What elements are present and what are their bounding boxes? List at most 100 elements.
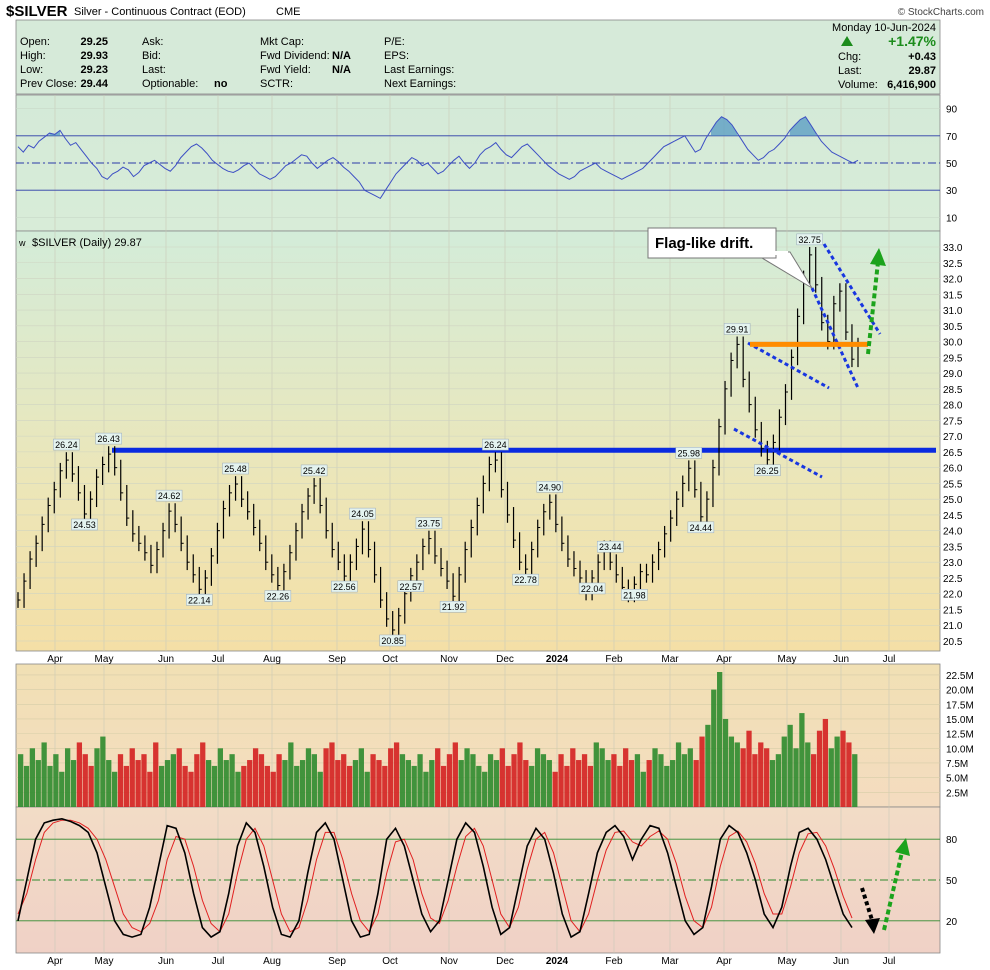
volume-bar <box>88 765 94 807</box>
price-label-text: 23.75 <box>418 519 441 529</box>
month-label: May <box>95 956 114 967</box>
volume-bar <box>82 754 88 807</box>
volume-bar <box>41 742 47 807</box>
volume-bar <box>634 754 641 807</box>
legend-icon: w <box>18 238 26 248</box>
volume-bar <box>728 736 735 807</box>
volume-bar <box>317 771 323 807</box>
price-label-box <box>300 464 328 477</box>
price-label: 24.53 <box>71 518 98 531</box>
down-arrow-icon <box>865 918 880 934</box>
volume-bar <box>464 748 470 807</box>
volume-bar <box>576 760 582 807</box>
volume-bar <box>29 748 36 807</box>
volume-bar <box>558 754 564 807</box>
price-label-box <box>723 323 751 335</box>
volume-bar <box>699 736 705 807</box>
volume-bar <box>564 765 570 807</box>
volume-bar <box>852 754 858 807</box>
volume-bar <box>141 754 147 807</box>
up-triangle-icon <box>841 36 853 46</box>
volume-bar <box>670 760 676 807</box>
price-label: 21.98 <box>621 589 648 601</box>
price-label: 25.42 <box>300 464 328 477</box>
quote-value: 29.44 <box>80 78 108 90</box>
up-arrow-line <box>882 851 904 931</box>
month-label: May <box>95 654 114 665</box>
month-label: Sep <box>328 654 346 665</box>
quote-label: Fwd Yield: <box>260 64 311 76</box>
volume-bar <box>605 760 611 807</box>
month-label: Mar <box>661 956 679 967</box>
price-tick-label: 23.5 <box>943 542 963 553</box>
volume-bar <box>429 760 435 807</box>
volume-bar <box>423 771 429 807</box>
volume-bar <box>805 742 811 807</box>
volume-tick-label: 15.0M <box>946 715 974 726</box>
price-tick-label: 26.0 <box>943 464 963 475</box>
price-tick-label: 23.0 <box>943 558 963 569</box>
volume-bar <box>722 718 729 807</box>
volume-bar <box>393 742 400 807</box>
month-label: 2024 <box>546 654 569 665</box>
month-label: Jun <box>158 654 174 665</box>
volume-bar <box>364 771 370 807</box>
volume-bar <box>476 765 482 807</box>
price-panel <box>15 230 941 652</box>
quote-label: Next Earnings: <box>384 78 456 90</box>
price-label-text: 26.24 <box>55 440 78 450</box>
volume-bar <box>335 760 341 807</box>
price-label-text: 25.42 <box>303 466 326 476</box>
price-label-box <box>95 432 122 445</box>
month-label: Nov <box>440 654 458 665</box>
price-label: 24.90 <box>536 481 564 493</box>
volume-bar <box>675 742 682 807</box>
volume-bar <box>505 765 511 807</box>
month-label: May <box>778 956 797 967</box>
price-series: 33.0 32.5 32.0 31.5 31.0 30.5 30.0 29.5 29.0 28.5… <box>17 233 963 648</box>
volume-bar <box>711 689 717 807</box>
volume-bar <box>388 748 394 807</box>
volume-bar <box>499 748 505 807</box>
price-label: 22.78 <box>512 573 539 586</box>
quote-value: 29.93 <box>80 50 108 62</box>
month-label: Jul <box>212 654 225 665</box>
volume-bar <box>417 754 423 807</box>
volume-bar <box>746 730 752 807</box>
volume-bar <box>793 748 799 807</box>
volume-tick-label: 17.5M <box>946 700 974 711</box>
volume-bar <box>47 765 53 807</box>
stochastic-tick-label: 80 <box>946 835 958 846</box>
price-label-box <box>222 462 249 475</box>
volume-bar <box>840 730 846 807</box>
volume-bar <box>111 771 118 807</box>
stochastic-k-line <box>17 817 853 939</box>
price-label-box <box>186 594 213 606</box>
price-label-text: 26.43 <box>97 434 120 444</box>
volume-bar <box>123 765 130 807</box>
rsi-line <box>17 116 859 200</box>
price-label: 26.24 <box>53 438 80 451</box>
volume-bar <box>288 742 294 807</box>
chg-label: Chg: <box>838 51 861 63</box>
volume-bar <box>264 765 270 807</box>
channel-line <box>822 243 882 335</box>
price-label-box <box>331 580 358 593</box>
price-tick-label: 29.5 <box>943 353 963 364</box>
volume-bar <box>470 754 476 807</box>
price-label: 32.75 <box>796 233 823 246</box>
price-label-box <box>71 518 98 531</box>
channel-line <box>810 287 860 389</box>
quote-label: P/E: <box>384 36 405 48</box>
volume-bar <box>170 754 177 807</box>
volume-bar <box>617 765 623 807</box>
contract-name: Silver - Continuous Contract (EOD) <box>74 6 246 18</box>
annotation-text: Flag-like drift. <box>655 235 753 252</box>
price-label-box <box>482 438 509 451</box>
price-legend: $SILVER (Daily) 29.87 <box>32 237 142 249</box>
volume-value: 6,416,900 <box>887 79 936 91</box>
volume-bar <box>194 754 200 807</box>
month-label: Apr <box>716 956 732 967</box>
volume-bar <box>658 754 664 807</box>
quote-label: Prev Close: <box>20 78 77 90</box>
